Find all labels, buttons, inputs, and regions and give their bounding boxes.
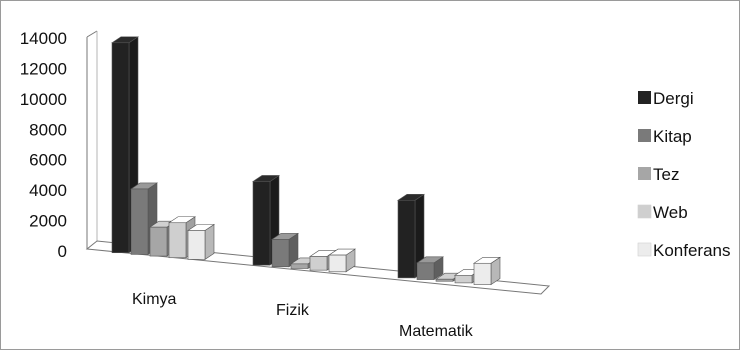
chart-axes bbox=[85, 30, 551, 295]
y-tick-label: 14000 bbox=[20, 29, 67, 48]
legend-item-tez: Tez bbox=[638, 165, 679, 184]
x-category-label: Kimya bbox=[132, 291, 177, 308]
legend-swatch bbox=[638, 91, 651, 104]
y-tick-label: 6000 bbox=[29, 151, 67, 170]
x-category-label: Matematik bbox=[399, 323, 474, 340]
y-tick-label: 2000 bbox=[29, 212, 67, 231]
bar-kitap-matematik bbox=[416, 256, 444, 281]
back-wall-top-edge bbox=[86, 30, 98, 38]
legend-item-konferans: Konferans bbox=[637, 241, 731, 260]
chart-bars bbox=[111, 36, 501, 286]
legend-item-dergi: Dergi bbox=[638, 89, 694, 108]
legend-swatch bbox=[638, 167, 651, 180]
legend-swatch bbox=[637, 242, 652, 257]
legend-label: Konferans bbox=[653, 241, 731, 260]
bar-konferans-matematik bbox=[473, 256, 501, 286]
bar-dergi-matematik bbox=[397, 193, 425, 279]
x-category-label: Fizik bbox=[276, 302, 310, 319]
legend-label: Dergi bbox=[653, 89, 694, 108]
chart-floor bbox=[85, 240, 551, 295]
bar-kitap-fizik bbox=[271, 232, 299, 268]
bar-konferans-kimya bbox=[187, 223, 215, 260]
x-axis-categories: Kimya Fizik Matematik bbox=[132, 291, 474, 340]
legend-item-kitap: Kitap bbox=[638, 127, 692, 146]
y-axis-ticks: 14000 12000 10000 8000 6000 4000 2000 0 bbox=[20, 29, 67, 261]
legend-label: Tez bbox=[653, 165, 679, 184]
y-tick-label: 4000 bbox=[29, 181, 67, 200]
legend-item-web: Web bbox=[637, 203, 688, 222]
bar-konferans-fizik bbox=[328, 248, 356, 273]
legend-label: Kitap bbox=[653, 127, 692, 146]
chart-legend: Dergi Kitap Tez Web Konferans bbox=[637, 89, 731, 260]
legend-swatch bbox=[638, 129, 651, 142]
y-tick-label: 12000 bbox=[20, 59, 67, 78]
y-tick-label: 8000 bbox=[29, 120, 67, 139]
y-tick-label: 0 bbox=[58, 242, 67, 261]
legend-label: Web bbox=[653, 203, 688, 222]
y-tick-label: 10000 bbox=[20, 90, 67, 109]
legend-swatch bbox=[637, 204, 652, 219]
